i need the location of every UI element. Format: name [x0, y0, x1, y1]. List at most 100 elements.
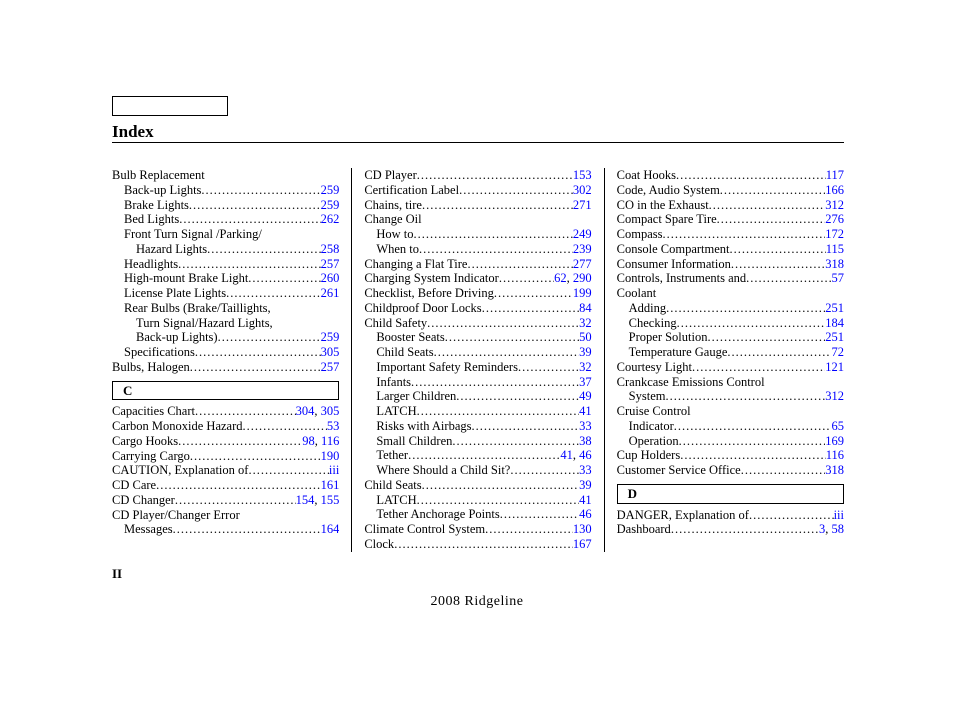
page-link[interactable]: 260 [321, 271, 340, 285]
letter-heading-box: D [617, 484, 844, 504]
page-link[interactable]: 262 [321, 212, 340, 226]
index-page-refs: 153 [573, 168, 592, 183]
index-entry-label: Compass [617, 227, 663, 242]
page-link[interactable]: 259 [321, 330, 340, 344]
index-entry: Operation169 [617, 434, 844, 449]
page-link[interactable]: 318 [825, 463, 844, 477]
page-link[interactable]: iii [834, 508, 844, 522]
page-link[interactable]: 305 [321, 404, 340, 418]
index-page-refs: 53 [327, 419, 340, 434]
index-entry: Console Compartment115 [617, 242, 844, 257]
page-link[interactable]: 259 [321, 183, 340, 197]
page-link[interactable]: 249 [573, 227, 592, 241]
page-link[interactable]: 115 [826, 242, 844, 256]
footer-model-year: 2008 Ridgeline [0, 594, 954, 610]
page-link[interactable]: 166 [825, 183, 844, 197]
page-link[interactable]: 62 [554, 271, 567, 285]
page-link[interactable]: 32 [579, 360, 592, 374]
page-link[interactable]: 38 [579, 434, 592, 448]
page-link[interactable]: 318 [825, 257, 844, 271]
page-link[interactable]: 57 [831, 271, 844, 285]
page-link[interactable]: 117 [826, 168, 844, 182]
page-link[interactable]: 72 [831, 345, 844, 359]
page-link[interactable]: 276 [825, 212, 844, 226]
page-link[interactable]: 312 [825, 389, 844, 403]
page-link[interactable]: 169 [825, 434, 844, 448]
page-link[interactable]: 199 [573, 286, 592, 300]
page-link[interactable]: 130 [573, 522, 592, 536]
page-link[interactable]: 116 [321, 434, 339, 448]
index-page-refs: 65 [831, 419, 844, 434]
page-link[interactable]: 259 [321, 198, 340, 212]
page-link[interactable]: 116 [826, 448, 844, 462]
leader-dots [727, 345, 831, 360]
page-link[interactable]: 41 [579, 493, 592, 507]
index-page-refs: 302 [573, 183, 592, 198]
leader-dots [676, 168, 826, 183]
leader-dots [422, 478, 580, 493]
leader-dots [422, 198, 573, 213]
index-entry: Chains, tire271 [364, 198, 591, 213]
page-link[interactable]: 53 [327, 419, 340, 433]
page-link[interactable]: 257 [321, 257, 340, 271]
page-link[interactable]: 46 [579, 507, 592, 521]
page-link[interactable]: 121 [825, 360, 844, 374]
leader-dots [749, 508, 834, 523]
page-link[interactable]: 39 [579, 478, 592, 492]
page-link[interactable]: 58 [831, 522, 844, 536]
page-link[interactable]: 33 [579, 419, 592, 433]
page-link[interactable]: 154 [296, 493, 315, 507]
page-link[interactable]: 50 [579, 330, 592, 344]
index-page-refs: 39 [579, 345, 592, 360]
page-link[interactable]: 98 [302, 434, 315, 448]
index-page-refs: 239 [573, 242, 592, 257]
page-link[interactable]: 271 [573, 198, 592, 212]
page-link[interactable]: 304 [296, 404, 315, 418]
page-link[interactable]: iii [329, 463, 339, 477]
page-link[interactable]: 33 [579, 463, 592, 477]
page-link[interactable]: 277 [573, 257, 592, 271]
page-link[interactable]: 251 [825, 301, 844, 315]
page-link[interactable]: 258 [321, 242, 340, 256]
page-link[interactable]: 251 [825, 330, 844, 344]
page-link[interactable]: 37 [579, 375, 592, 389]
index-page-refs: 277 [573, 257, 592, 272]
page-link[interactable]: 155 [321, 493, 340, 507]
page-link[interactable]: 164 [321, 522, 340, 536]
page-link[interactable]: 290 [573, 271, 592, 285]
index-page-refs: 62, 290 [554, 271, 592, 286]
page-link[interactable]: 172 [825, 227, 844, 241]
page-link[interactable]: 167 [573, 537, 592, 551]
page-link[interactable]: 161 [321, 478, 340, 492]
page-link[interactable]: 261 [321, 286, 340, 300]
page-link[interactable]: 41 [579, 404, 592, 418]
page-link[interactable]: 153 [573, 168, 592, 182]
page-link[interactable]: 305 [321, 345, 340, 359]
index-entry-label: Cup Holders [617, 448, 681, 463]
index-page-refs: 41, 46 [560, 448, 591, 463]
index-entry: CD Changer154, 155 [112, 493, 339, 508]
leader-dots [427, 316, 579, 331]
page-link[interactable]: 46 [579, 448, 592, 462]
page-link[interactable]: 184 [825, 316, 844, 330]
index-page-refs: 84 [579, 301, 592, 316]
index-entry-label: Headlights [112, 257, 178, 272]
page-link[interactable]: 84 [579, 301, 592, 315]
page-link[interactable]: 302 [573, 183, 592, 197]
page-link[interactable]: 49 [579, 389, 592, 403]
index-entry-label: CD Care [112, 478, 156, 493]
index-page-refs: 169 [825, 434, 844, 449]
page-link[interactable]: 312 [825, 198, 844, 212]
page-link[interactable]: 39 [579, 345, 592, 359]
leader-dots [195, 404, 296, 419]
letter-heading: C [113, 383, 132, 398]
index-page-refs: 312 [825, 389, 844, 404]
page-link[interactable]: 41 [560, 448, 573, 462]
page-link[interactable]: 190 [321, 449, 340, 463]
page-link[interactable]: 65 [831, 419, 844, 433]
index-entry: Certification Label302 [364, 183, 591, 198]
index-page-refs: 32 [579, 316, 592, 331]
page-link[interactable]: 239 [573, 242, 592, 256]
page-link[interactable]: 32 [579, 316, 592, 330]
page-link[interactable]: 257 [321, 360, 340, 374]
